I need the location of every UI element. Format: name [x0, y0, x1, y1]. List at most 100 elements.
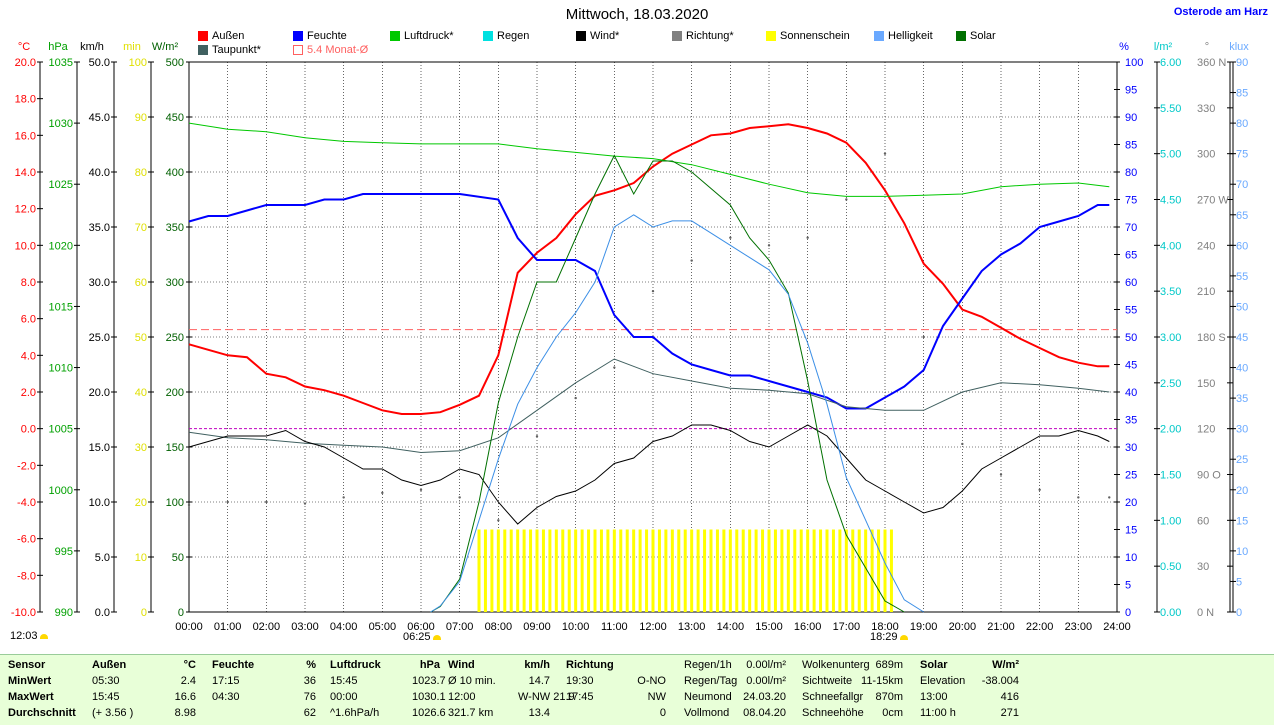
legend-item: Regen	[483, 30, 529, 42]
solar-axis-tick-label: 0	[178, 607, 184, 619]
lux-axis-tick-label: 30	[1236, 424, 1248, 436]
table-header-cell: Sensor	[8, 659, 46, 671]
pressure-axis-tick-label: 1015	[49, 301, 73, 313]
legend-swatch	[766, 31, 776, 41]
direction-axis-tick-label: 120	[1197, 424, 1215, 436]
rain-axis-tick-label: 1.00	[1160, 515, 1181, 527]
table-cell: 11-15km	[861, 675, 903, 687]
rain-axis-tick-label: 5.50	[1160, 103, 1181, 115]
sunshine-bar	[851, 529, 855, 612]
sunshine-bar	[574, 529, 578, 612]
wind-axis-tick-label: 30.0	[89, 277, 110, 289]
table-cell: Schneefallgr	[802, 691, 864, 703]
time-tick-label: 13:00	[678, 621, 706, 633]
sunshine-axis-tick-label: 90	[135, 112, 147, 124]
direction-axis-tick-label: 0 N	[1197, 607, 1214, 619]
legend-label: Luftdruck*	[404, 30, 454, 42]
legend-label: 5.4 Monat-Ø	[307, 44, 369, 56]
time-tick-label: 24:00	[1103, 621, 1131, 633]
sunshine-bar	[606, 529, 610, 612]
sunshine-axis-tick-label: 80	[135, 167, 147, 179]
rain-axis-tick-label: 2.00	[1160, 424, 1181, 436]
humidity-axis-tick-label: 35	[1125, 415, 1137, 427]
temp-axis-tick-label: -2.0	[17, 460, 36, 472]
humidity-axis-unit: %	[1119, 41, 1129, 53]
table-header-cell: %	[306, 659, 316, 671]
table-cell: 0.00l/m²	[746, 675, 786, 687]
wind-axis-tick-label: 20.0	[89, 387, 110, 399]
sunshine-bar	[535, 529, 539, 612]
sunshine-bar	[799, 529, 803, 612]
sunshine-axis-tick-label: 50	[135, 332, 147, 344]
sunrise-marker: 06:25	[403, 631, 441, 643]
table-cell: 05:30	[92, 675, 120, 687]
sunshine-bar	[780, 529, 784, 612]
humidity-axis-tick-label: 75	[1125, 195, 1137, 207]
table-cell: 15:45	[92, 691, 120, 703]
time-tick-label: 01:00	[214, 621, 242, 633]
humidity-axis-tick-label: 20	[1125, 497, 1137, 509]
sunshine-bar	[567, 529, 571, 612]
direction-axis-tick-label: 360 N	[1197, 57, 1226, 69]
humidity-axis-tick-label: 95	[1125, 85, 1137, 97]
series-line-luftdruck	[188, 122, 1110, 197]
rain-axis-tick-label: 3.00	[1160, 332, 1181, 344]
solar-axis-tick-label: 350	[166, 222, 184, 234]
direction-point	[883, 152, 887, 155]
time-tick-label: 04:00	[330, 621, 358, 633]
direction-point	[342, 496, 345, 499]
legend-swatch	[672, 31, 682, 41]
table-cell: Vollmond	[684, 707, 730, 719]
table-header-cell: Regen/1h	[684, 659, 732, 671]
time-tick-label: 21:00	[987, 621, 1015, 633]
legend-item: Richtung*	[672, 30, 734, 42]
sunshine-bar	[638, 529, 642, 612]
table-cell: MinWert	[8, 675, 52, 687]
weather-chart: 20.0 18.0 16.0 14.0 12.0 10.0 8.0 6.0 4.0 2.0 0.0 -…	[11, 41, 1249, 633]
wind-axis-tick-label: 15.0	[89, 442, 110, 454]
humidity-axis-tick-label: 30	[1125, 442, 1137, 454]
solar-axis-tick-label: 100	[166, 497, 184, 509]
table-cell: Sichtweite	[802, 675, 853, 687]
pressure-axis-tick-label: 1030	[49, 118, 73, 130]
legend-swatch	[198, 45, 208, 55]
legend: Außen Feuchte Luftdruck* Regen Wind* Richtung…	[198, 30, 1048, 60]
time-tick-label: 06:00	[407, 621, 435, 633]
time-tick-label: 07:00	[446, 621, 474, 633]
time-tick-label: 00:00	[175, 621, 203, 633]
lux-axis-tick-label: 40	[1236, 363, 1248, 375]
lux-axis-tick-label: 85	[1236, 88, 1248, 100]
table-cell: 8.98	[174, 707, 196, 719]
sunshine-bar	[728, 529, 732, 612]
direction-point	[1077, 496, 1080, 499]
sunshine-bar	[735, 529, 739, 612]
sunset-marker: 18:29	[870, 631, 908, 643]
temp-axis-tick-label: 16.0	[15, 130, 36, 142]
sunshine-bar	[696, 529, 700, 612]
table-cell: 36	[303, 675, 316, 687]
sunshine-axis-tick-label: 70	[135, 222, 147, 234]
pressure-axis-tick-label: 1005	[49, 424, 73, 436]
lux-axis-unit: klux	[1229, 41, 1249, 53]
time-tick-label: 12:00	[639, 621, 667, 633]
direction-point	[613, 366, 616, 369]
time-tick-label: 05:00	[369, 621, 397, 633]
direction-point	[690, 259, 693, 262]
sunshine-bar	[548, 529, 552, 612]
sunshine-bar	[709, 529, 713, 612]
time-tick-label: 18:00	[871, 621, 899, 633]
humidity-axis-tick-label: 85	[1125, 140, 1137, 152]
sunshine-bar	[741, 529, 745, 612]
solar-axis-tick-label: 400	[166, 167, 184, 179]
table-header-cell: Wind	[448, 659, 475, 671]
rain-axis-tick-label: 5.00	[1160, 149, 1181, 161]
time-tick-label: 19:00	[910, 621, 938, 633]
table-cell: 62	[303, 707, 316, 719]
series-line-feuchte	[188, 193, 1110, 410]
table-cell: 13.4	[528, 707, 550, 719]
sunshine-axis-unit: min	[123, 41, 141, 53]
table-cell: Schneehöhe	[802, 707, 864, 719]
rain-axis-tick-label: 2.50	[1160, 378, 1181, 390]
sunshine-bar	[761, 529, 765, 612]
humidity-axis-tick-label: 25	[1125, 470, 1137, 482]
